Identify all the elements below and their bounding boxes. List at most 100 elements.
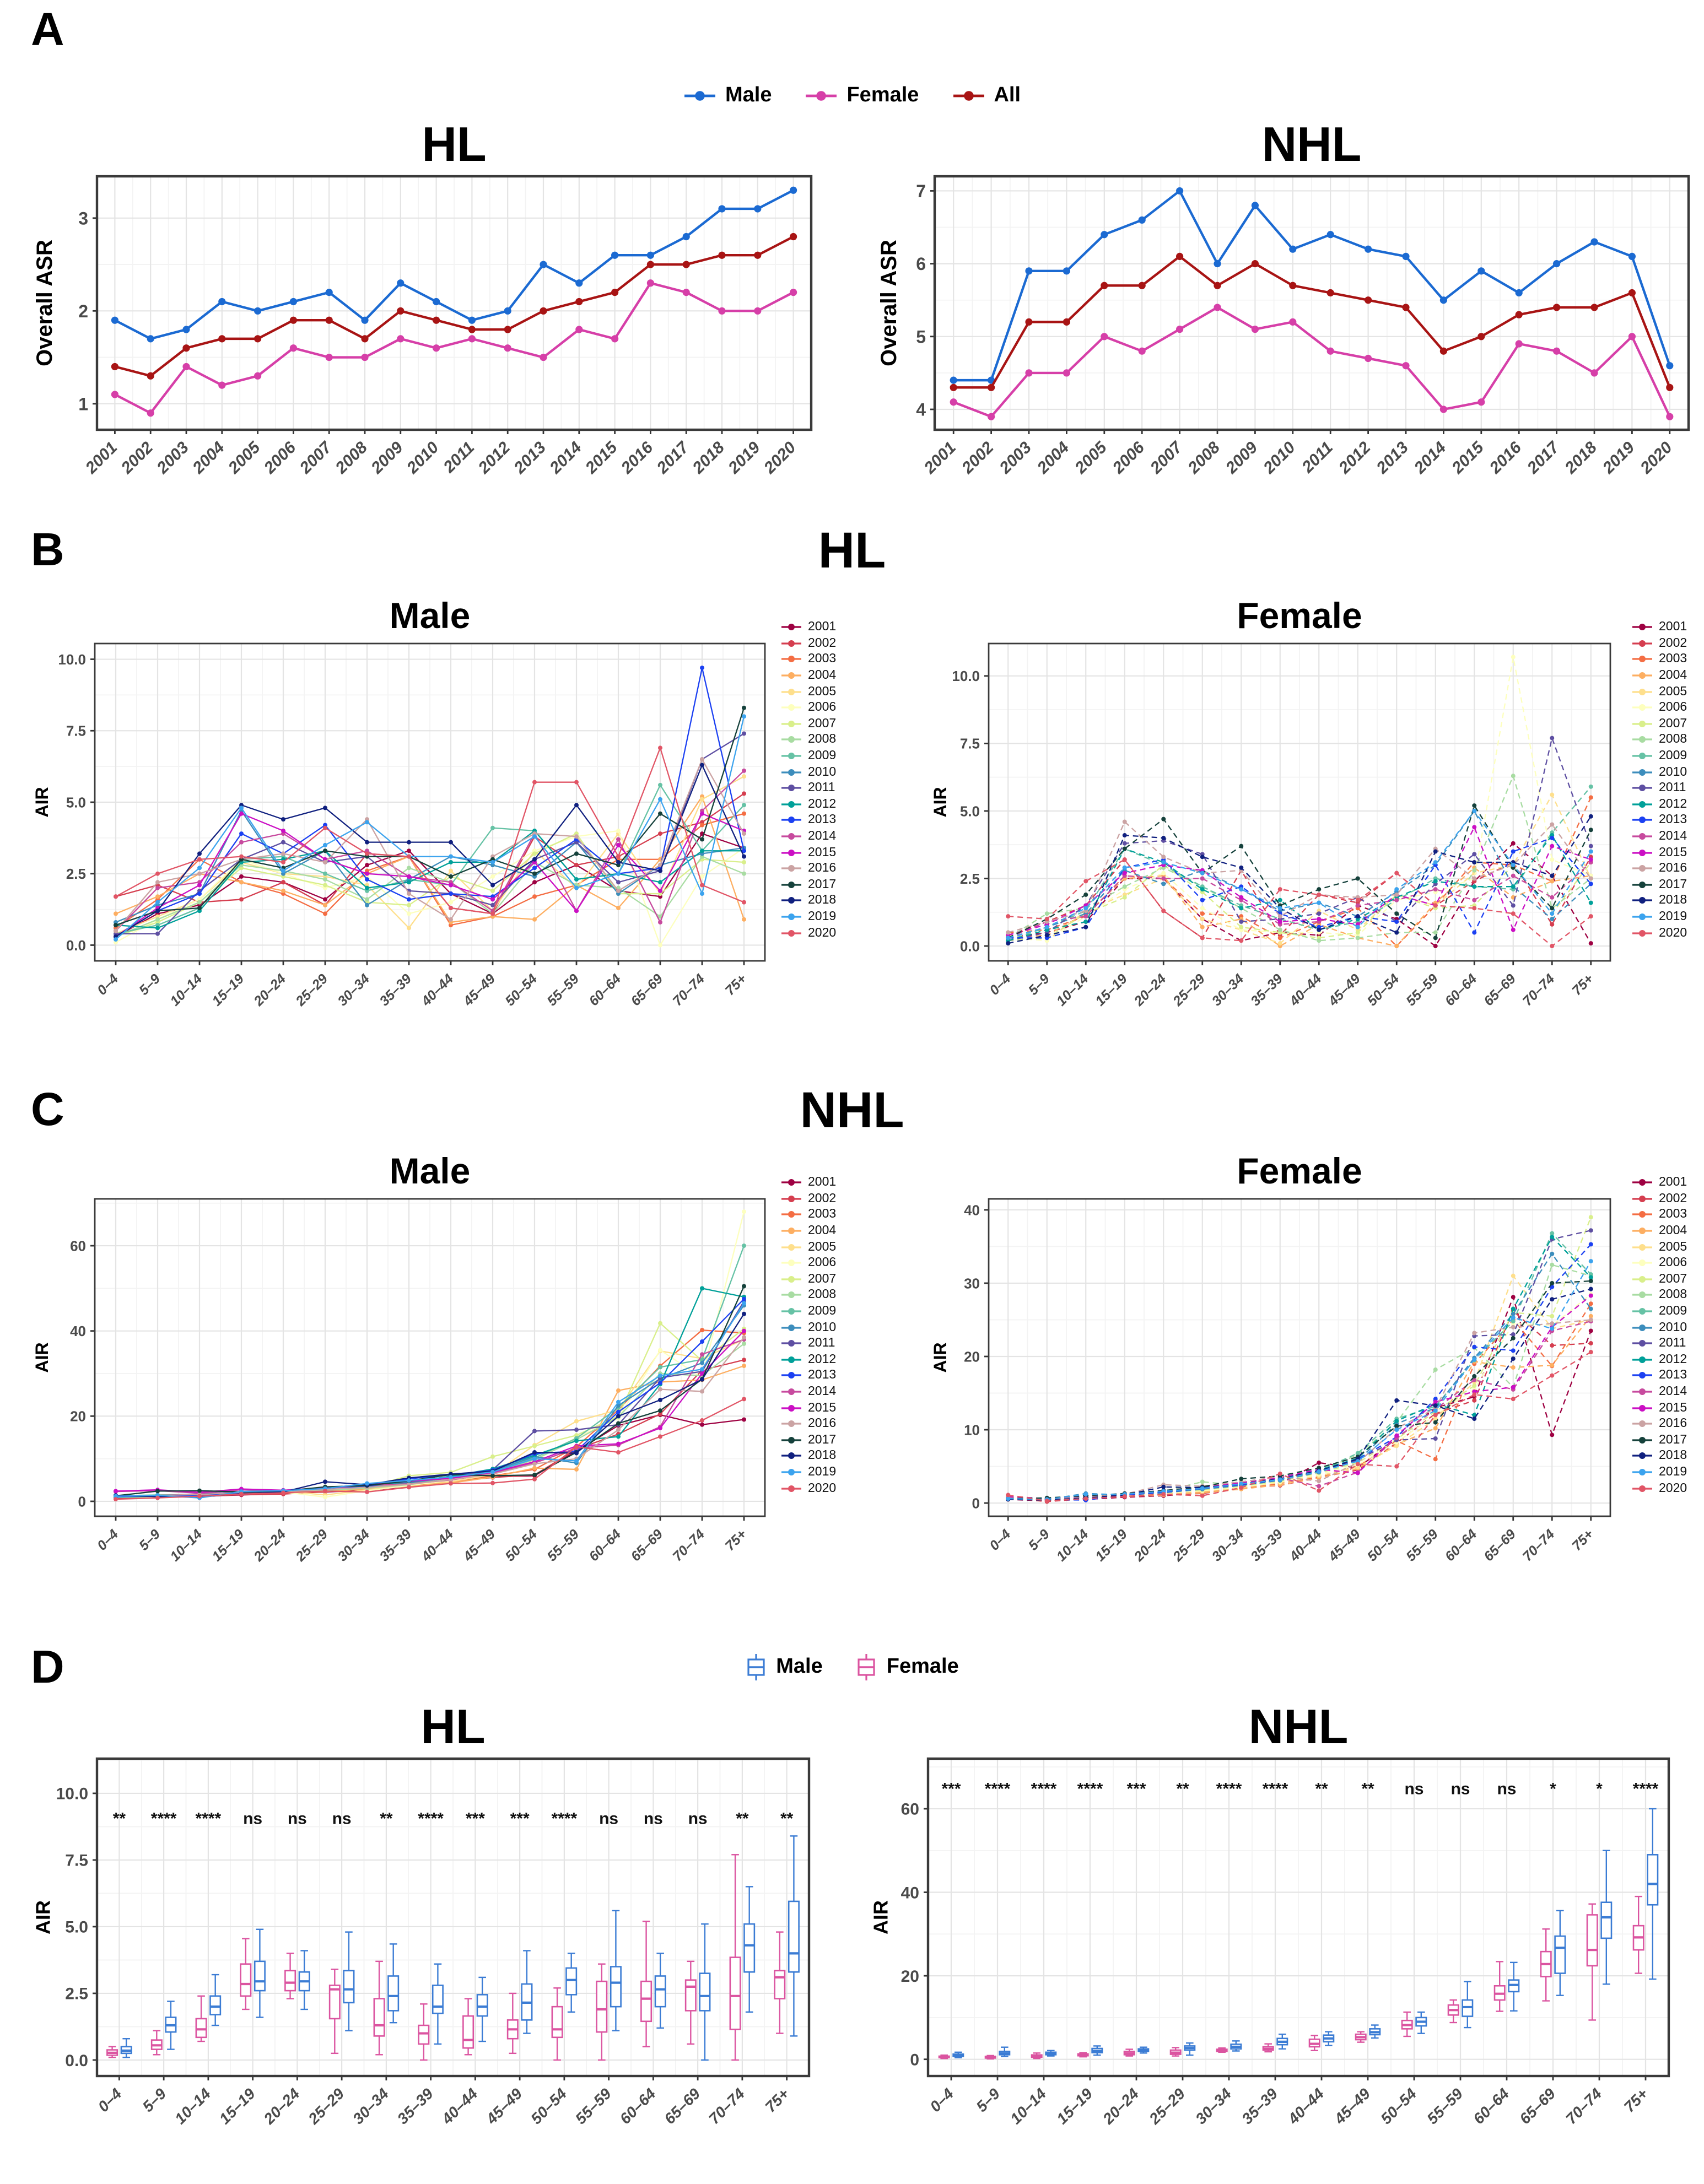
svg-text:55–59: 55–59 [544, 971, 582, 1009]
svg-text:10: 10 [964, 1421, 980, 1438]
line-dot-legend-icon [781, 833, 801, 840]
legend-item-female: Female [856, 1653, 959, 1682]
svg-text:55–59: 55–59 [1403, 971, 1441, 1009]
box-group-60–64 [640, 1921, 666, 2047]
significance-label: ns [688, 1810, 708, 1828]
svg-text:75+: 75+ [722, 971, 749, 998]
panel-a-label: A [31, 3, 64, 55]
legend-label: 2017 [1659, 1433, 1687, 1447]
svg-text:2013: 2013 [510, 438, 549, 477]
legend-item-2004: 2004 [780, 1223, 836, 1239]
svg-text:20: 20 [70, 1408, 86, 1425]
line-dot-legend-icon [1632, 1468, 1652, 1475]
svg-text:1: 1 [78, 394, 88, 414]
line-dot-legend-icon [781, 817, 801, 824]
axes: 1232001200220032004200520062007200820092… [78, 175, 813, 478]
box-group-40–44 [1308, 2031, 1335, 2051]
svg-text:60–64: 60–64 [1442, 971, 1480, 1009]
legend-item-2003: 2003 [780, 1207, 836, 1223]
legend-label: 2009 [808, 1305, 837, 1318]
series-Female [950, 304, 1674, 420]
significance-label: **** [1216, 1780, 1242, 1798]
svg-text:35–39: 35–39 [1248, 1526, 1286, 1564]
box-group-50–54 [1401, 2011, 1427, 2037]
line-dot-legend-icon [781, 801, 801, 808]
box-group-15–19 [1077, 2045, 1103, 2058]
svg-text:25–29: 25–29 [293, 1526, 331, 1565]
line-dot-legend-icon [1632, 1372, 1652, 1379]
svg-text:50–54: 50–54 [527, 2085, 570, 2127]
line-dot-legend-icon [1632, 881, 1652, 888]
svg-text:3: 3 [78, 208, 88, 228]
legend-label: 2005 [808, 1240, 837, 1254]
line-dot-legend-icon [781, 1356, 801, 1363]
svg-text:2010: 2010 [403, 438, 442, 477]
hl-overall-asr-svg: 1232001200220032004200520062007200820092… [33, 117, 813, 478]
line-dot-legend-icon [781, 1275, 801, 1283]
svg-text:55–59: 55–59 [572, 2085, 614, 2127]
significance-label: **** [418, 1810, 444, 1828]
legend-label: 2019 [808, 910, 837, 923]
svg-text:40–44: 40–44 [418, 971, 457, 1009]
legend-label: 2003 [1659, 1208, 1687, 1221]
legend-label: 2006 [808, 701, 837, 715]
legend-item-2007: 2007 [780, 1271, 836, 1287]
line-dot-legend-icon [1632, 1324, 1652, 1331]
legend-label: 2001 [1659, 1176, 1687, 1190]
svg-text:10–14: 10–14 [171, 2085, 214, 2127]
legend-item-2013: 2013 [1631, 812, 1687, 828]
line-dot-legend-icon [1632, 785, 1652, 792]
line-dot-legend-icon [1632, 1308, 1652, 1315]
legend-item-2012: 2012 [780, 1352, 836, 1367]
legend-item-2014: 2014 [1631, 828, 1687, 844]
legend-label: 2012 [1659, 1353, 1687, 1366]
legend-label: 2002 [1659, 1192, 1687, 1205]
box-group-5–9 [150, 2001, 177, 2056]
legend-label: 2013 [808, 1369, 837, 1382]
svg-text:2003: 2003 [996, 438, 1035, 477]
legend-item-2013: 2013 [780, 812, 836, 828]
legend-item-2001: 2001 [780, 619, 836, 635]
svg-text:20–24: 20–24 [260, 2085, 303, 2128]
svg-text:70–74: 70–74 [670, 1526, 708, 1564]
svg-text:50–54: 50–54 [1377, 2085, 1420, 2127]
legend-label: 2010 [1659, 1321, 1687, 1334]
svg-text:20–24: 20–24 [1131, 1526, 1169, 1565]
legend-item-2008: 2008 [780, 732, 836, 748]
svg-text:15–19: 15–19 [1092, 1526, 1130, 1564]
boxplot-legend-icon [858, 1654, 876, 1680]
svg-text:25–29: 25–29 [305, 2085, 348, 2128]
svg-text:2012: 2012 [474, 438, 514, 477]
legend-label: 2012 [808, 797, 837, 811]
line-dot-legend-icon [1632, 1452, 1652, 1459]
significance-label: *** [510, 1810, 530, 1828]
significance-label: **** [151, 1810, 177, 1828]
svg-text:50–54: 50–54 [502, 971, 540, 1009]
svg-text:45–49: 45–49 [483, 2085, 526, 2128]
legend-item-2006: 2006 [780, 700, 836, 716]
svg-text:25–29: 25–29 [293, 971, 331, 1009]
legend-item-2018: 2018 [1631, 893, 1687, 909]
legend-label: 2011 [1659, 1337, 1686, 1350]
legend-item-2004: 2004 [1631, 668, 1687, 684]
legend-label: 2020 [1659, 926, 1687, 940]
legend-item-male: Male [745, 1653, 823, 1682]
legend-label: 2009 [808, 749, 837, 763]
legend-label: 2002 [1659, 636, 1687, 650]
line-dot-legend-icon [1632, 1420, 1652, 1428]
svg-text:45–49: 45–49 [460, 971, 499, 1009]
legend-item-2005: 2005 [780, 1239, 836, 1255]
svg-text:40–44: 40–44 [1285, 2085, 1328, 2128]
line-dot-legend-icon [1632, 1291, 1652, 1299]
line-dot-legend-icon [684, 91, 715, 101]
box-group-15–19 [240, 1928, 266, 2018]
svg-text:65–69: 65–69 [1481, 1526, 1519, 1564]
svg-text:2007: 2007 [296, 438, 336, 478]
legend-item-2014: 2014 [1631, 1383, 1687, 1399]
significance-label: **** [196, 1810, 222, 1828]
svg-text:2018: 2018 [689, 438, 728, 477]
svg-text:65–69: 65–69 [628, 971, 666, 1009]
svg-text:30–34: 30–34 [1209, 1526, 1247, 1564]
legend-item-2014: 2014 [780, 1383, 836, 1399]
legend-item-2009: 2009 [1631, 748, 1687, 764]
